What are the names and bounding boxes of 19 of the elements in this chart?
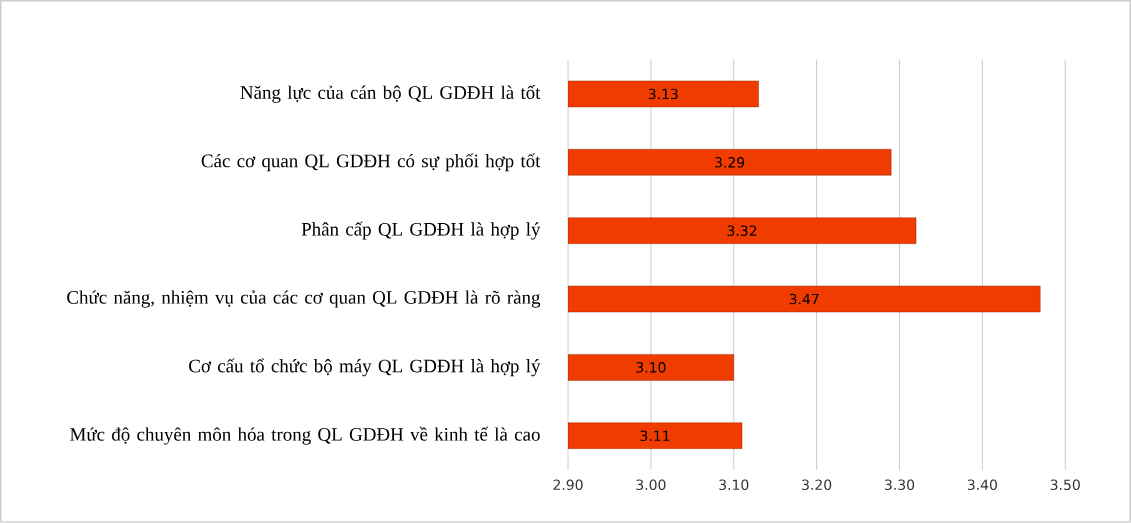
data-label: 3.47 [789, 293, 819, 305]
data-label: 3.13 [648, 88, 678, 100]
data-label: 3.11 [640, 430, 670, 442]
data-label: 3.32 [727, 225, 757, 237]
y-tick-label: Phân cấp QL GDĐH là hợp lý [301, 221, 541, 240]
data-label: 3.10 [636, 362, 666, 373]
x-tick-label: 3.50 [1050, 479, 1080, 491]
x-tick-label: 2.90 [553, 479, 583, 491]
x-tick-label: 3.30 [885, 479, 915, 491]
x-tick-label: 3.40 [967, 479, 997, 491]
y-tick-label: Cơ cấu tổ chức bộ máy QL GDĐH là hợp lý [189, 358, 541, 377]
data-label: 3.29 [715, 157, 745, 168]
x-tick-label: 3.20 [802, 479, 832, 491]
y-tick-label: Các cơ quan QL GDĐH có sự phối hợp tốt [201, 153, 541, 172]
y-tick-label: Chức năng, nhiệm vụ của các cơ quan QL GDĐH là rõ ràng [67, 290, 541, 308]
y-tick-label: Mức độ chuyên môn hóa trong QL GDĐH về kinh tế là cao [70, 427, 540, 445]
y-tick-label: Năng lực của cán bộ QL GDĐH là tốt [240, 85, 541, 103]
x-tick-label: 3.00 [636, 479, 666, 491]
x-tick-label: 3.10 [719, 479, 749, 491]
